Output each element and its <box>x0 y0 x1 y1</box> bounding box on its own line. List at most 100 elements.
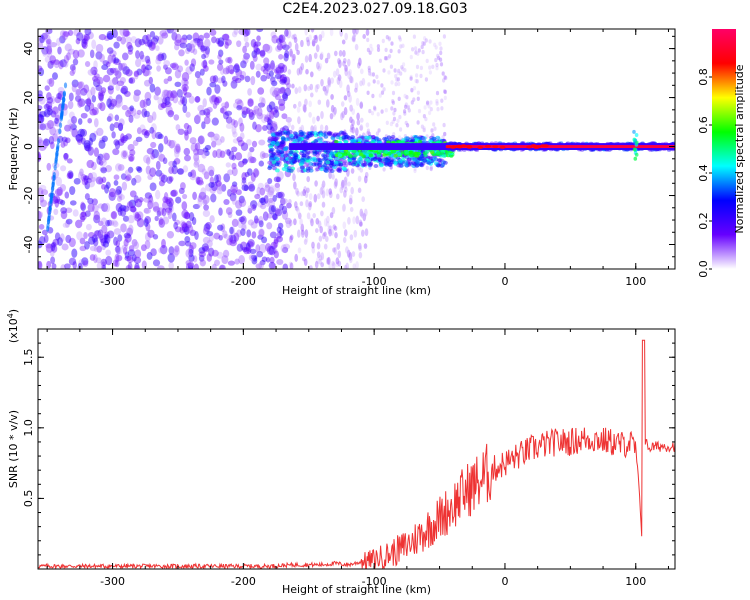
spectrogram-cell <box>145 98 151 107</box>
chart-title: C2E4.2023.027.09.18.G03 <box>282 1 468 17</box>
spectrogram-cell <box>633 156 638 161</box>
spectrogram-cell <box>88 236 96 245</box>
spectrogram-cell <box>218 59 224 65</box>
spectrogram-cell <box>388 54 392 59</box>
spectrogram-cell <box>86 177 93 184</box>
spectrogram-cell <box>157 35 164 45</box>
spectrogram-cell <box>87 69 96 76</box>
spectrogram-cell <box>435 62 439 68</box>
spectrogram-cell <box>109 123 115 132</box>
spectrogram-cell <box>222 230 228 239</box>
spectrogram-cell <box>272 194 277 202</box>
spectrogram-cell <box>40 45 48 55</box>
spectrogram-cell <box>201 168 207 175</box>
spectrogram-cell <box>215 148 223 159</box>
spectrogram-cell <box>397 49 401 54</box>
spectrogram-cell <box>359 152 364 157</box>
spectrogram-cell <box>298 66 303 75</box>
spectrogram-cell <box>159 30 167 37</box>
spectrogram-cell <box>311 40 316 47</box>
spectrogram-cell <box>233 120 239 128</box>
spectrogram-cell <box>217 54 222 60</box>
spectrogram-cell <box>289 235 293 243</box>
spectrogram-cell <box>95 51 103 60</box>
spectrogram-cell <box>168 160 176 167</box>
spectrogram-cell <box>38 139 44 148</box>
spectrogram-cell <box>175 124 181 131</box>
spectrogram-cell <box>285 116 292 123</box>
spectrogram-cell <box>46 92 52 101</box>
spectrogram-cell <box>242 158 248 165</box>
spectrogram-cell <box>71 128 79 138</box>
spectrogram-cell <box>337 153 343 158</box>
spectrogram-cell <box>282 263 289 269</box>
spectrogram-cell <box>200 187 207 197</box>
spectrogram-cell <box>368 108 372 114</box>
spectrogram-cell <box>359 101 364 110</box>
spectrogram-cell <box>133 112 141 119</box>
spectrogram-cell <box>197 195 203 203</box>
spectrogram-cell <box>360 117 364 123</box>
spectrogram-cell <box>267 177 273 185</box>
spectrogram-cell <box>197 104 205 112</box>
spectrogram-cell <box>429 100 433 105</box>
spectrogram-cell <box>40 189 49 196</box>
spectrogram-cell <box>421 41 425 46</box>
spectrogram-cell <box>229 69 235 75</box>
spectrogram-cell <box>91 161 97 171</box>
spectrogram-cell <box>163 191 169 202</box>
spectrogram-cell <box>77 81 83 89</box>
spectrogram-cell <box>297 247 302 254</box>
spectrogram-cell <box>289 158 295 163</box>
spectrogram-cell <box>247 98 254 107</box>
spectrogram-cell <box>79 245 87 252</box>
spectrogram-cell <box>362 212 367 222</box>
spectrogram-cell <box>197 41 205 50</box>
spectrogram-cell <box>253 215 259 224</box>
spectrogram-cell <box>150 41 156 50</box>
spectrogram-cell <box>38 211 44 218</box>
spectrogram-cell <box>365 122 370 128</box>
spectrogram-cell <box>358 245 362 252</box>
spectrogram-cell <box>101 64 109 71</box>
spectrogram-cell <box>143 207 150 214</box>
spectrogram-cell <box>264 182 270 188</box>
x-tick-label: 0 <box>501 275 508 288</box>
spectrogram-cell <box>219 150 226 158</box>
spectrogram-cell <box>295 187 299 195</box>
spectrogram-cell <box>351 126 356 134</box>
spectrogram-cell <box>214 174 219 184</box>
spectrogram-cell <box>248 183 256 192</box>
spectrogram-cell <box>348 197 353 205</box>
spectrogram-cell <box>339 186 344 194</box>
spectrogram-cell <box>395 123 399 128</box>
spectrogram-cell <box>270 241 278 250</box>
spectrogram-cell <box>158 217 164 225</box>
spectrogram-cell <box>396 163 402 168</box>
spectrogram-cell <box>146 59 151 66</box>
spectrogram-cell <box>352 29 356 35</box>
spectrogram-cell <box>197 163 206 173</box>
spectrogram-cell <box>216 174 222 183</box>
spectrogram-cell <box>380 109 384 114</box>
spectrogram-cell <box>324 57 329 64</box>
spectrogram-cell <box>64 219 71 228</box>
spectrogram-cell <box>63 152 69 160</box>
spectrogram-cell <box>320 210 324 217</box>
spectrogram-cell <box>96 127 104 137</box>
spectrogram-cell <box>150 248 157 257</box>
spectrogram-cell <box>259 187 266 196</box>
spectrogram-cell <box>357 175 362 182</box>
spectrogram-cell <box>247 88 252 96</box>
spectrogram-cell <box>51 263 57 269</box>
spectrogram-cell <box>439 57 443 62</box>
spectrogram-cell <box>442 34 446 39</box>
spectrogram-cell <box>390 106 394 111</box>
spectrogram-cell <box>223 233 229 240</box>
y-tick-label: -20 <box>22 187 35 205</box>
spectrogram-cell <box>155 57 162 65</box>
spectrogram-cell <box>91 39 97 50</box>
spectrogram-cell <box>241 110 247 119</box>
spectrogram-cell <box>178 99 186 106</box>
spectrogram-cell <box>140 64 149 71</box>
